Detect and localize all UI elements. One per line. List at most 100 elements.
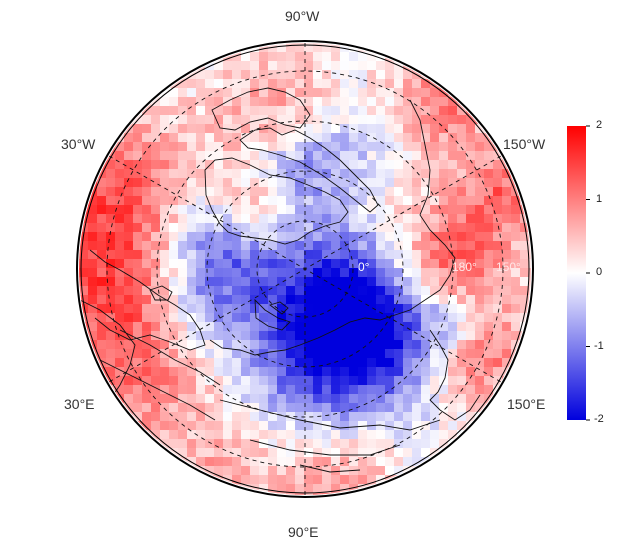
field-cell [232,349,242,359]
field-cell [160,430,170,440]
field-cell [295,466,305,476]
field-cell [331,439,341,449]
field-cell [205,187,215,197]
field-cell [214,70,224,80]
field-cell [79,259,89,269]
field-cell [169,421,179,431]
field-cell [79,187,89,197]
field-cell [412,79,422,89]
field-cell [412,250,422,260]
field-cell [277,259,287,269]
field-cell [331,196,341,206]
field-cell [403,133,413,143]
field-cell [88,331,98,341]
field-cell [304,484,314,494]
field-cell [151,232,161,242]
field-cell [484,277,494,287]
field-cell [295,358,305,368]
field-cell [196,88,206,98]
field-cell [502,313,512,323]
field-cell [403,115,413,125]
field-cell [304,412,314,422]
field-cell [322,160,332,170]
field-cell [169,304,179,314]
field-cell [457,367,467,377]
field-cell [403,241,413,251]
field-cell [331,430,341,440]
field-cell [475,268,485,278]
field-cell [403,223,413,233]
field-cell [277,214,287,224]
field-cell [358,169,368,179]
field-cell [412,331,422,341]
field-cell [331,304,341,314]
field-cell [205,277,215,287]
field-cell [187,205,197,215]
field-cell [430,241,440,251]
field-cell [268,196,278,206]
field-cell [205,223,215,233]
field-cell [268,466,278,476]
field-cell [214,349,224,359]
field-cell [160,421,170,431]
field-cell [133,259,143,269]
field-cell [277,376,287,386]
field-cell [304,205,314,215]
field-cell [493,349,503,359]
field-cell [88,241,98,251]
field-cell [286,394,296,404]
field-cell [430,412,440,422]
field-cell [277,322,287,332]
field-cell [259,223,269,233]
field-cell [178,286,188,296]
field-cell [169,223,179,233]
field-cell [268,97,278,107]
field-cell [493,250,503,260]
field-cell [412,439,422,449]
field-cell [331,52,341,62]
field-cell [286,493,296,495]
field-cell [358,151,368,161]
field-cell [187,340,197,350]
field-cell [169,124,179,134]
field-cell [214,97,224,107]
field-cell [250,385,260,395]
field-cell [331,241,341,251]
field-cell [232,394,242,404]
field-cell [196,277,206,287]
field-cell [286,358,296,368]
field-cell [349,457,359,467]
field-cell [475,196,485,206]
field-cell [439,106,449,116]
field-cell [268,52,278,62]
field-cell [151,196,161,206]
field-cell [223,88,233,98]
field-cell [385,250,395,260]
field-cell [250,340,260,350]
field-cell [151,178,161,188]
field-cell [484,259,494,269]
field-cell [457,403,467,413]
alaska-coast [409,99,456,301]
field-cell [187,277,197,287]
field-cell [268,160,278,170]
field-cell [223,241,233,251]
field-cell [268,484,278,494]
field-cell [484,340,494,350]
field-cell [313,277,323,287]
field-cell [178,331,188,341]
field-cell [385,106,395,116]
field-cell [250,268,260,278]
field-cell [367,97,377,107]
field-cell [196,412,206,422]
field-cell [178,97,188,107]
field-cell [97,304,107,314]
field-cell [421,322,431,332]
field-cell [385,358,395,368]
field-cell [187,160,197,170]
field-cell [268,457,278,467]
field-cell [214,430,224,440]
field-cell [529,259,531,269]
field-cell [151,115,161,125]
field-cell [412,457,422,467]
